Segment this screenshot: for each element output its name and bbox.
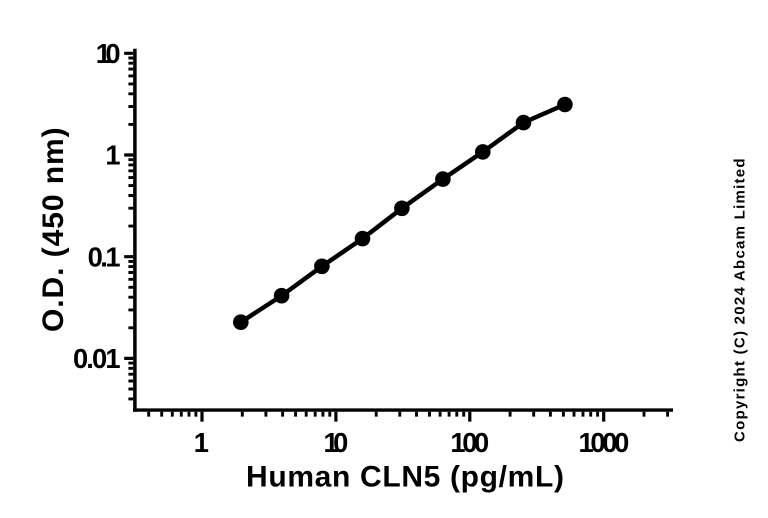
- svg-text:O.D. (450 nm): O.D. (450 nm): [37, 127, 70, 332]
- svg-text:100: 100: [450, 427, 489, 458]
- svg-text:1: 1: [105, 140, 120, 171]
- svg-text:1: 1: [194, 427, 209, 458]
- svg-text:Copyright (C) 2024 Abcam Limit: Copyright (C) 2024 Abcam Limited: [732, 158, 749, 442]
- svg-text:0.01: 0.01: [73, 343, 121, 374]
- svg-text:Human CLN5 (pg/mL): Human CLN5 (pg/mL): [246, 461, 564, 494]
- svg-text:10: 10: [96, 38, 121, 69]
- svg-text:10: 10: [324, 427, 349, 458]
- svg-text:0.1: 0.1: [88, 241, 121, 272]
- svg-text:1000: 1000: [579, 427, 630, 458]
